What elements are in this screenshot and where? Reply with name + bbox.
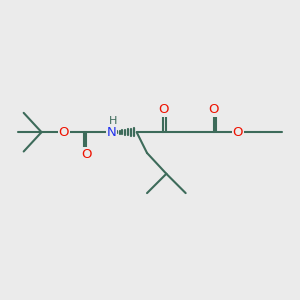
Text: N: N <box>106 126 116 139</box>
Text: O: O <box>209 103 219 116</box>
Text: H: H <box>109 116 117 126</box>
Text: O: O <box>158 103 169 116</box>
Text: O: O <box>58 126 69 139</box>
Text: O: O <box>81 148 91 161</box>
Text: O: O <box>232 126 243 139</box>
